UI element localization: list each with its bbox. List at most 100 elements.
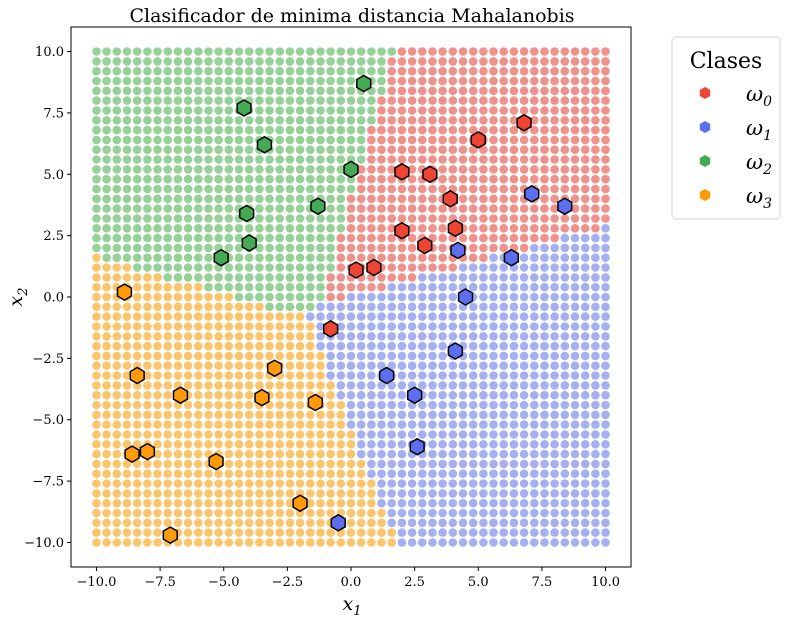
region-point [244,292,254,302]
region-point [234,479,244,488]
region-point [336,76,346,86]
y-tick-label: 10.0 [35,45,64,60]
region-point [306,410,315,420]
region-point [326,341,335,351]
region-point [356,381,366,390]
region-point [418,155,427,164]
region-point [122,184,132,194]
region-point [346,125,356,135]
region-point [163,381,172,390]
region-point [438,135,447,145]
region-point [336,381,346,390]
class-2-point [241,234,257,252]
region-point [316,76,325,86]
region-point [550,312,559,321]
region-point [407,273,417,282]
region-point [458,86,468,96]
region-point [122,135,132,145]
region-point [448,96,458,105]
region-point [540,57,549,66]
region-point [591,528,600,537]
region-point [540,135,549,145]
region-point [244,174,254,184]
region-point [499,489,509,498]
region-point [570,57,580,66]
region-point [601,538,610,547]
region-point [377,508,386,518]
region-point [306,538,315,547]
region-point [122,361,132,371]
region-point [214,498,223,508]
region-point [295,86,305,96]
region-point [102,332,111,341]
region-point [387,116,397,125]
region-point [479,312,488,321]
region-point [316,518,325,528]
region-point [132,253,142,262]
region-point [458,312,468,321]
region-point [570,243,580,253]
region-point [591,371,600,380]
region-point [387,125,397,135]
region-point [173,125,183,135]
region-point [356,302,366,312]
region-point [397,57,407,66]
region-point [591,322,600,331]
region-point [601,125,610,135]
class-0-point [322,320,339,338]
region-point [367,498,376,508]
region-point [295,508,305,518]
region-point [397,214,407,223]
y-tick-label: 0.0 [43,291,64,306]
region-point [163,106,172,115]
region-point [580,155,590,164]
region-point [438,155,447,164]
region-point [265,106,274,115]
region-point [509,106,519,115]
region-point [387,135,397,145]
region-point [591,224,600,233]
region-point [530,76,539,86]
region-point [580,292,590,302]
region-point [346,390,356,400]
region-point [418,351,427,361]
region-point [580,243,590,253]
region-point [519,459,529,469]
region-point [418,420,427,429]
region-point [377,76,386,86]
x-tick-label: 2.5 [404,575,425,590]
region-point [519,233,529,243]
region-point [448,312,458,321]
region-point [540,47,549,56]
region-point [326,214,335,223]
region-point [224,449,234,459]
region-point [102,538,111,547]
region-point [194,57,203,66]
region-point [306,420,315,429]
region-point [204,66,213,76]
region-point [509,390,519,400]
region-point [448,106,458,115]
region-point [570,410,580,420]
region-point [336,106,346,115]
region-point [214,96,223,105]
region-point [224,410,234,420]
region-point [570,341,580,351]
region-point [570,165,580,174]
region-point [570,322,580,331]
region-point [489,400,498,410]
region-point [183,116,193,125]
region-point [194,125,203,135]
region-point [428,528,437,537]
region-point [306,469,315,479]
region-point [112,96,122,105]
region-point [489,57,498,66]
region-point [194,282,203,292]
region-point [448,420,458,429]
region-point [326,174,335,184]
region-point [316,410,325,420]
region-point [132,518,142,528]
region-point [285,410,295,420]
region-point [306,322,315,331]
region-point [468,440,478,449]
